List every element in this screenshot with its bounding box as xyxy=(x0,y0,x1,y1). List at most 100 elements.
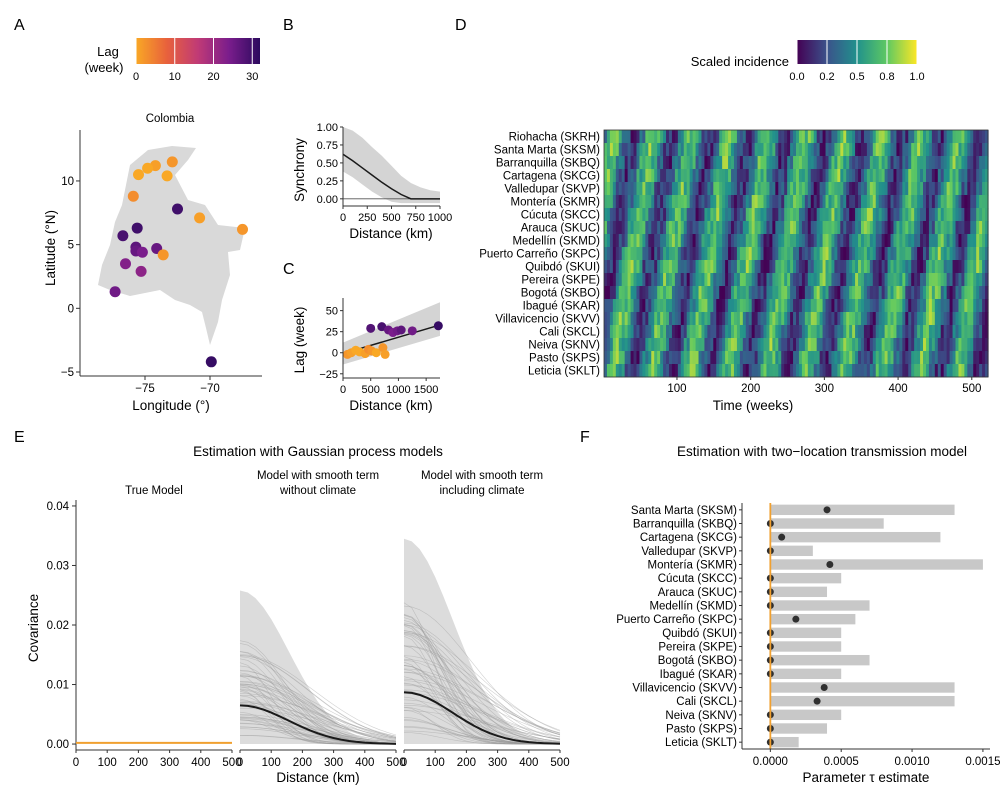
heatmap-cell xyxy=(719,273,723,287)
heatmap-cell xyxy=(757,273,762,287)
heatmap-cell xyxy=(804,195,809,209)
heatmap-cell xyxy=(982,182,986,196)
heatmap-cell xyxy=(920,169,924,183)
heatmap-cell xyxy=(674,260,679,274)
heatmap-row-label: Bogotá (SKBO) xyxy=(521,288,600,300)
heatmap-cell xyxy=(769,364,773,378)
tau-estimate-point xyxy=(778,533,786,541)
heatmap-cell xyxy=(627,208,632,222)
heatmap-cell xyxy=(825,195,830,209)
heatmap-cell xyxy=(796,130,800,144)
heatmap-cell xyxy=(751,286,756,300)
heatmap-cell xyxy=(769,182,773,196)
heatmap-cell xyxy=(925,247,930,261)
heatmap-cell xyxy=(657,130,661,144)
heatmap-cell xyxy=(618,221,623,235)
heatmap-cell xyxy=(666,338,670,352)
heatmap-cell xyxy=(668,273,673,287)
heatmap-cell xyxy=(793,130,797,144)
heatmap-cell xyxy=(828,182,833,196)
heatmap-cell xyxy=(630,273,635,287)
heatmap-cell xyxy=(798,312,803,326)
heatmap-cell xyxy=(722,182,726,196)
heatmap-cell xyxy=(793,260,797,274)
heatmap-cell xyxy=(674,286,679,300)
heatmap-cell xyxy=(751,312,756,326)
heatmap-cell xyxy=(739,351,744,365)
heatmap-cell xyxy=(858,260,862,274)
heatmap-cell xyxy=(748,130,753,144)
heatmap-row-label: Leticia (SKLT) xyxy=(528,366,600,378)
heatmap-cell xyxy=(831,312,835,326)
heatmap-cell xyxy=(934,312,939,326)
heatmap-cell xyxy=(860,208,865,222)
heatmap-cell xyxy=(911,325,915,339)
heatmap-cell xyxy=(976,247,980,261)
heatmap-cell xyxy=(666,234,670,248)
heatmap-cell xyxy=(663,247,667,261)
heatmap-cell xyxy=(819,338,824,352)
heatmap-cell xyxy=(657,169,661,183)
heatmap-cell xyxy=(923,273,927,287)
heatmap-cell xyxy=(754,221,759,235)
heatmap-cell xyxy=(855,260,859,274)
gp-title: Estimation with Gaussian process models xyxy=(193,444,443,459)
tau-interval-bar xyxy=(770,504,955,516)
heatmap-cell xyxy=(970,156,974,170)
heatmap-cell xyxy=(884,169,889,183)
heatmap-cell xyxy=(781,221,785,235)
heatmap-cell xyxy=(866,182,871,196)
heatmap-cell xyxy=(713,143,717,157)
heatmap-cell xyxy=(695,208,700,222)
heatmap-cell xyxy=(639,156,643,170)
gp-sample-curve xyxy=(403,682,561,745)
gp-sample-curve xyxy=(403,668,561,734)
heatmap-cell xyxy=(920,143,924,157)
heatmap-cell xyxy=(855,130,859,144)
heatmap-cell xyxy=(902,364,906,378)
tau-estimate-point xyxy=(813,697,821,705)
heatmap-cell xyxy=(914,221,918,235)
heatmap-cell xyxy=(855,169,859,183)
heatmap-cell xyxy=(668,312,673,326)
heatmap-cell xyxy=(804,325,809,339)
heatmap-cell xyxy=(630,195,635,209)
heatmap-cell xyxy=(648,338,652,352)
heatmap-cell xyxy=(704,221,708,235)
heatmap-cell xyxy=(639,325,643,339)
heatmap-cell xyxy=(751,325,756,339)
heatmap-cell xyxy=(940,299,945,313)
heatmap-cell xyxy=(754,273,759,287)
heatmap-cell xyxy=(618,338,623,352)
heatmap-cell xyxy=(923,143,927,157)
heatmap-cell xyxy=(943,286,948,300)
heatmap-cell xyxy=(860,247,865,261)
heatmap-cell xyxy=(645,351,649,365)
heatmap-cell xyxy=(982,221,986,235)
heatmap-cell xyxy=(869,208,874,222)
lag-distance-y-tick-label: 25 xyxy=(326,327,338,339)
heatmap-cell xyxy=(849,338,853,352)
map-x-tick-label: −70 xyxy=(200,383,220,395)
heatmap-cell xyxy=(934,208,939,222)
heatmap-cell xyxy=(937,260,942,274)
heatmap-cell xyxy=(807,221,812,235)
heatmap-cell xyxy=(719,130,723,144)
heatmap-cell xyxy=(807,156,812,170)
heatmap-cell xyxy=(946,195,951,209)
heatmap-cell xyxy=(719,169,723,183)
heatmap-cell xyxy=(831,182,835,196)
heatmap-cell xyxy=(666,286,670,300)
heatmap-cell xyxy=(787,156,791,170)
heatmap-cell xyxy=(680,273,685,287)
map-point-cali xyxy=(120,258,131,270)
heatmap-cell xyxy=(769,325,773,339)
heatmap-cell xyxy=(775,247,779,261)
heatmap-cell xyxy=(748,221,753,235)
heatmap-cell xyxy=(680,286,685,300)
heatmap-cell xyxy=(674,273,679,287)
tau-interval-bar xyxy=(770,736,799,748)
heatmap-cell xyxy=(739,182,744,196)
heatmap-cell xyxy=(979,195,983,209)
tau-interval-bar xyxy=(770,559,983,570)
